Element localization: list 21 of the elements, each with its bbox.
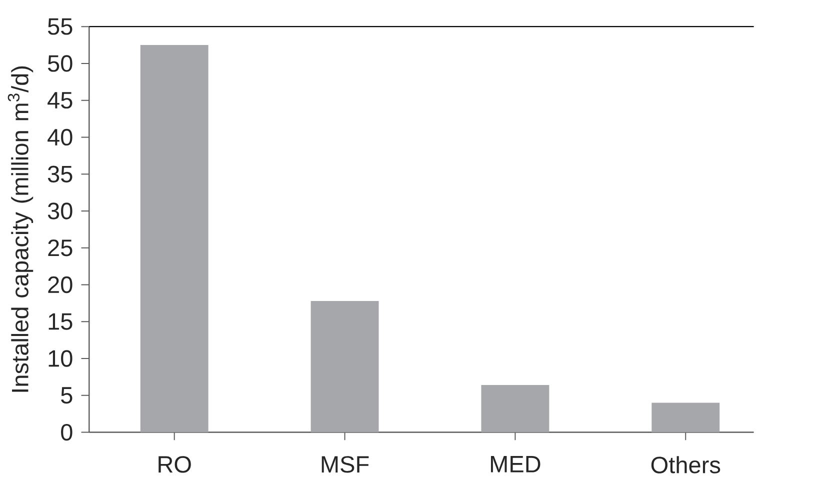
x-tick-label: MED	[490, 456, 540, 472]
x-tick-label: MSF	[322, 456, 369, 472]
y-tick-label: 45	[48, 92, 72, 108]
y-tick-label: 5	[61, 386, 72, 404]
y-tick-label: 50	[48, 54, 72, 72]
x-tick-label: RO	[158, 456, 191, 472]
y-tick-label: 15	[48, 313, 72, 330]
y-tick-label: 55	[48, 18, 72, 35]
y-tick-label: 25	[48, 239, 72, 256]
x-tick-label: Others	[651, 456, 720, 474]
bar	[140, 44, 208, 432]
y-tick-label: 0	[61, 424, 72, 440]
y-tick-label: 40	[48, 128, 72, 146]
y-tick-label: 10	[48, 350, 72, 367]
y-tick-label: 30	[48, 202, 72, 220]
y-tick-label: 20	[48, 276, 72, 293]
y-tick-label: 35	[48, 166, 72, 182]
bar	[652, 402, 720, 432]
y-axis-title: Installed capacity (million m$^{3}$/d)	[8, 66, 34, 392]
bar	[481, 384, 550, 432]
bar	[310, 300, 379, 432]
